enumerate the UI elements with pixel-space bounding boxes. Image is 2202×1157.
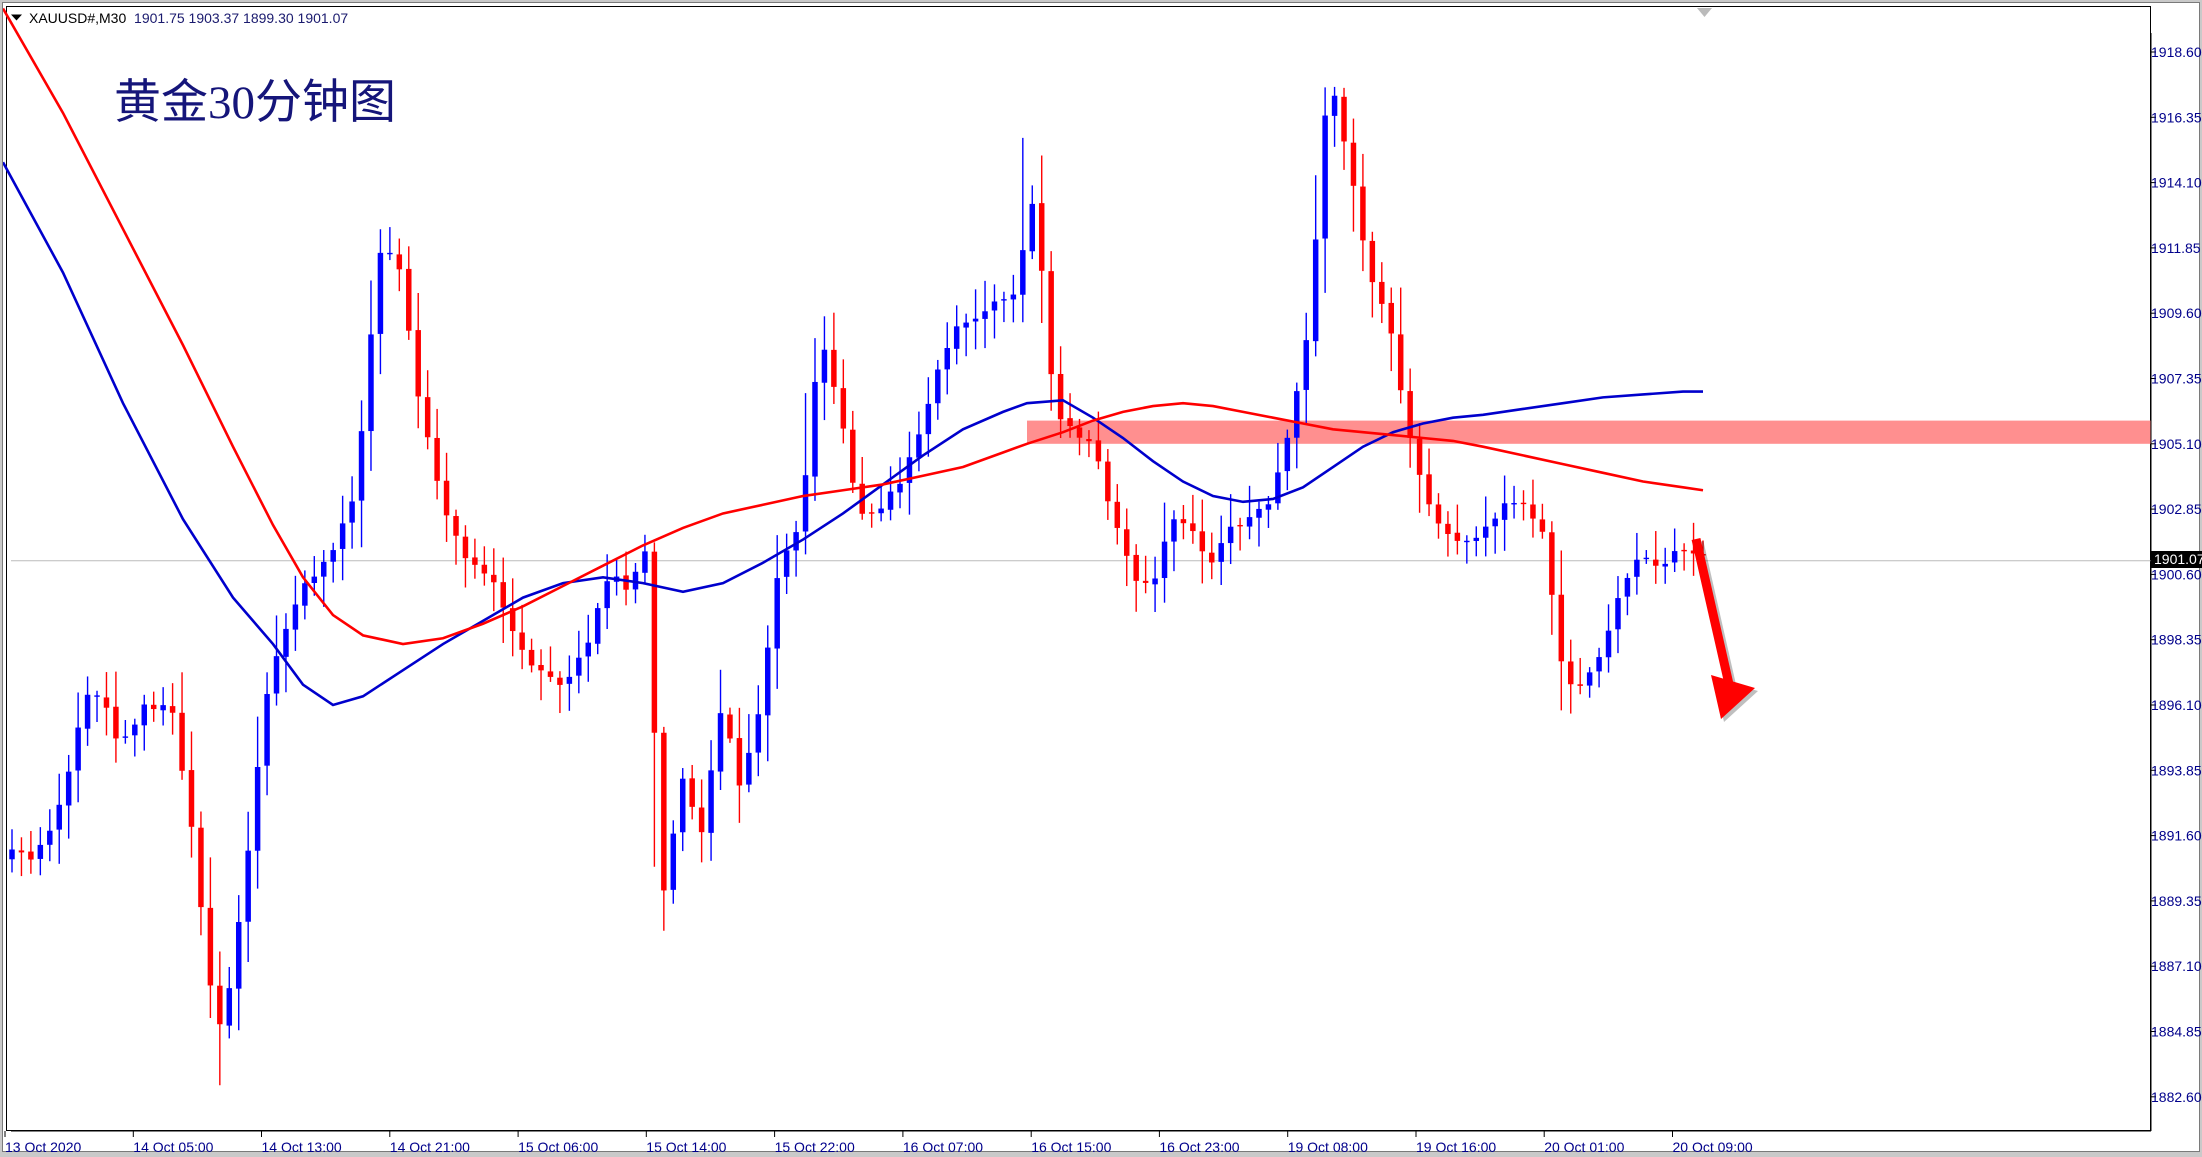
svg-text:14 Oct 05:00: 14 Oct 05:00 bbox=[133, 1139, 213, 1155]
svg-text:14 Oct 21:00: 14 Oct 21:00 bbox=[390, 1139, 470, 1155]
svg-text:1884.85: 1884.85 bbox=[2151, 1024, 2202, 1040]
svg-text:13 Oct 2020: 13 Oct 2020 bbox=[5, 1139, 81, 1155]
svg-text:20 Oct 09:00: 20 Oct 09:00 bbox=[1673, 1139, 1753, 1155]
svg-text:1905.10: 1905.10 bbox=[2151, 436, 2202, 452]
svg-text:16 Oct 07:00: 16 Oct 07:00 bbox=[903, 1139, 983, 1155]
svg-text:20 Oct 01:00: 20 Oct 01:00 bbox=[1544, 1139, 1624, 1155]
svg-text:15 Oct 14:00: 15 Oct 14:00 bbox=[646, 1139, 726, 1155]
svg-text:19 Oct 08:00: 19 Oct 08:00 bbox=[1288, 1139, 1368, 1155]
svg-text:19 Oct 16:00: 19 Oct 16:00 bbox=[1416, 1139, 1496, 1155]
svg-text:1887.10: 1887.10 bbox=[2151, 958, 2202, 974]
svg-text:1909.60: 1909.60 bbox=[2151, 305, 2202, 321]
svg-text:15 Oct 06:00: 15 Oct 06:00 bbox=[518, 1139, 598, 1155]
svg-text:1896.10: 1896.10 bbox=[2151, 697, 2202, 713]
svg-text:1916.35: 1916.35 bbox=[2151, 109, 2202, 125]
svg-text:16 Oct 23:00: 16 Oct 23:00 bbox=[1159, 1139, 1239, 1155]
svg-text:14 Oct 13:00: 14 Oct 13:00 bbox=[262, 1139, 342, 1155]
svg-text:1918.60: 1918.60 bbox=[2151, 44, 2202, 60]
svg-text:1900.60: 1900.60 bbox=[2151, 566, 2202, 582]
svg-text:1882.60: 1882.60 bbox=[2151, 1089, 2202, 1105]
svg-text:1898.35: 1898.35 bbox=[2151, 632, 2202, 648]
svg-text:1911.85: 1911.85 bbox=[2151, 240, 2201, 256]
svg-text:16 Oct 15:00: 16 Oct 15:00 bbox=[1031, 1139, 1111, 1155]
svg-text:1907.35: 1907.35 bbox=[2151, 371, 2202, 387]
svg-text:1891.60: 1891.60 bbox=[2151, 828, 2202, 844]
svg-text:1902.85: 1902.85 bbox=[2151, 501, 2202, 517]
svg-text:1914.10: 1914.10 bbox=[2151, 175, 2202, 191]
svg-text:1889.35: 1889.35 bbox=[2151, 893, 2202, 909]
svg-text:1893.85: 1893.85 bbox=[2151, 762, 2202, 778]
svg-text:15 Oct 22:00: 15 Oct 22:00 bbox=[775, 1139, 855, 1155]
